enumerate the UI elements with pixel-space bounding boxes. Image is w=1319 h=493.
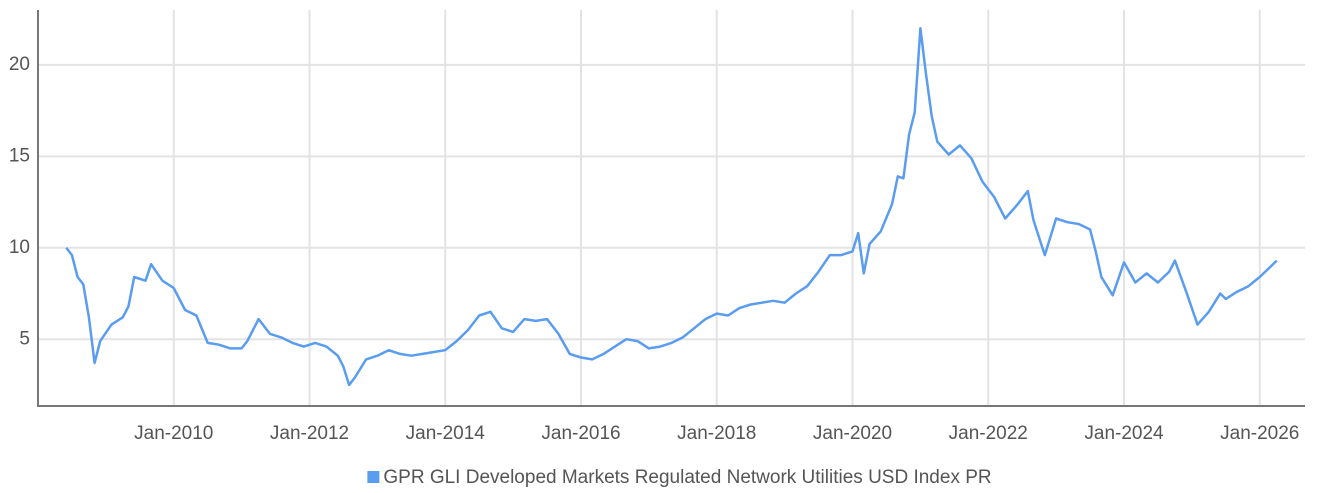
x-tick-label: Jan-2010 xyxy=(134,423,213,444)
x-tick-label: Jan-2018 xyxy=(677,423,756,444)
x-tick-label: Jan-2022 xyxy=(949,423,1028,444)
y-tick-label: 20 xyxy=(9,54,30,75)
x-tick-label: Jan-2026 xyxy=(1220,423,1299,444)
y-tick-label: 15 xyxy=(9,145,30,166)
x-tick-label: Jan-2016 xyxy=(541,423,620,444)
x-tick-label: Jan-2024 xyxy=(1084,423,1164,444)
y-tick-label: 10 xyxy=(9,237,30,258)
x-tick-label: Jan-2014 xyxy=(406,423,486,444)
x-tick-label: Jan-2020 xyxy=(813,423,892,444)
legend-swatch xyxy=(367,471,380,483)
legend-label: GPR GLI Developed Markets Regulated Netw… xyxy=(383,467,991,488)
series-line xyxy=(65,27,1278,387)
x-tick-label: Jan-2012 xyxy=(270,423,349,444)
y-tick-label: 5 xyxy=(19,328,30,349)
